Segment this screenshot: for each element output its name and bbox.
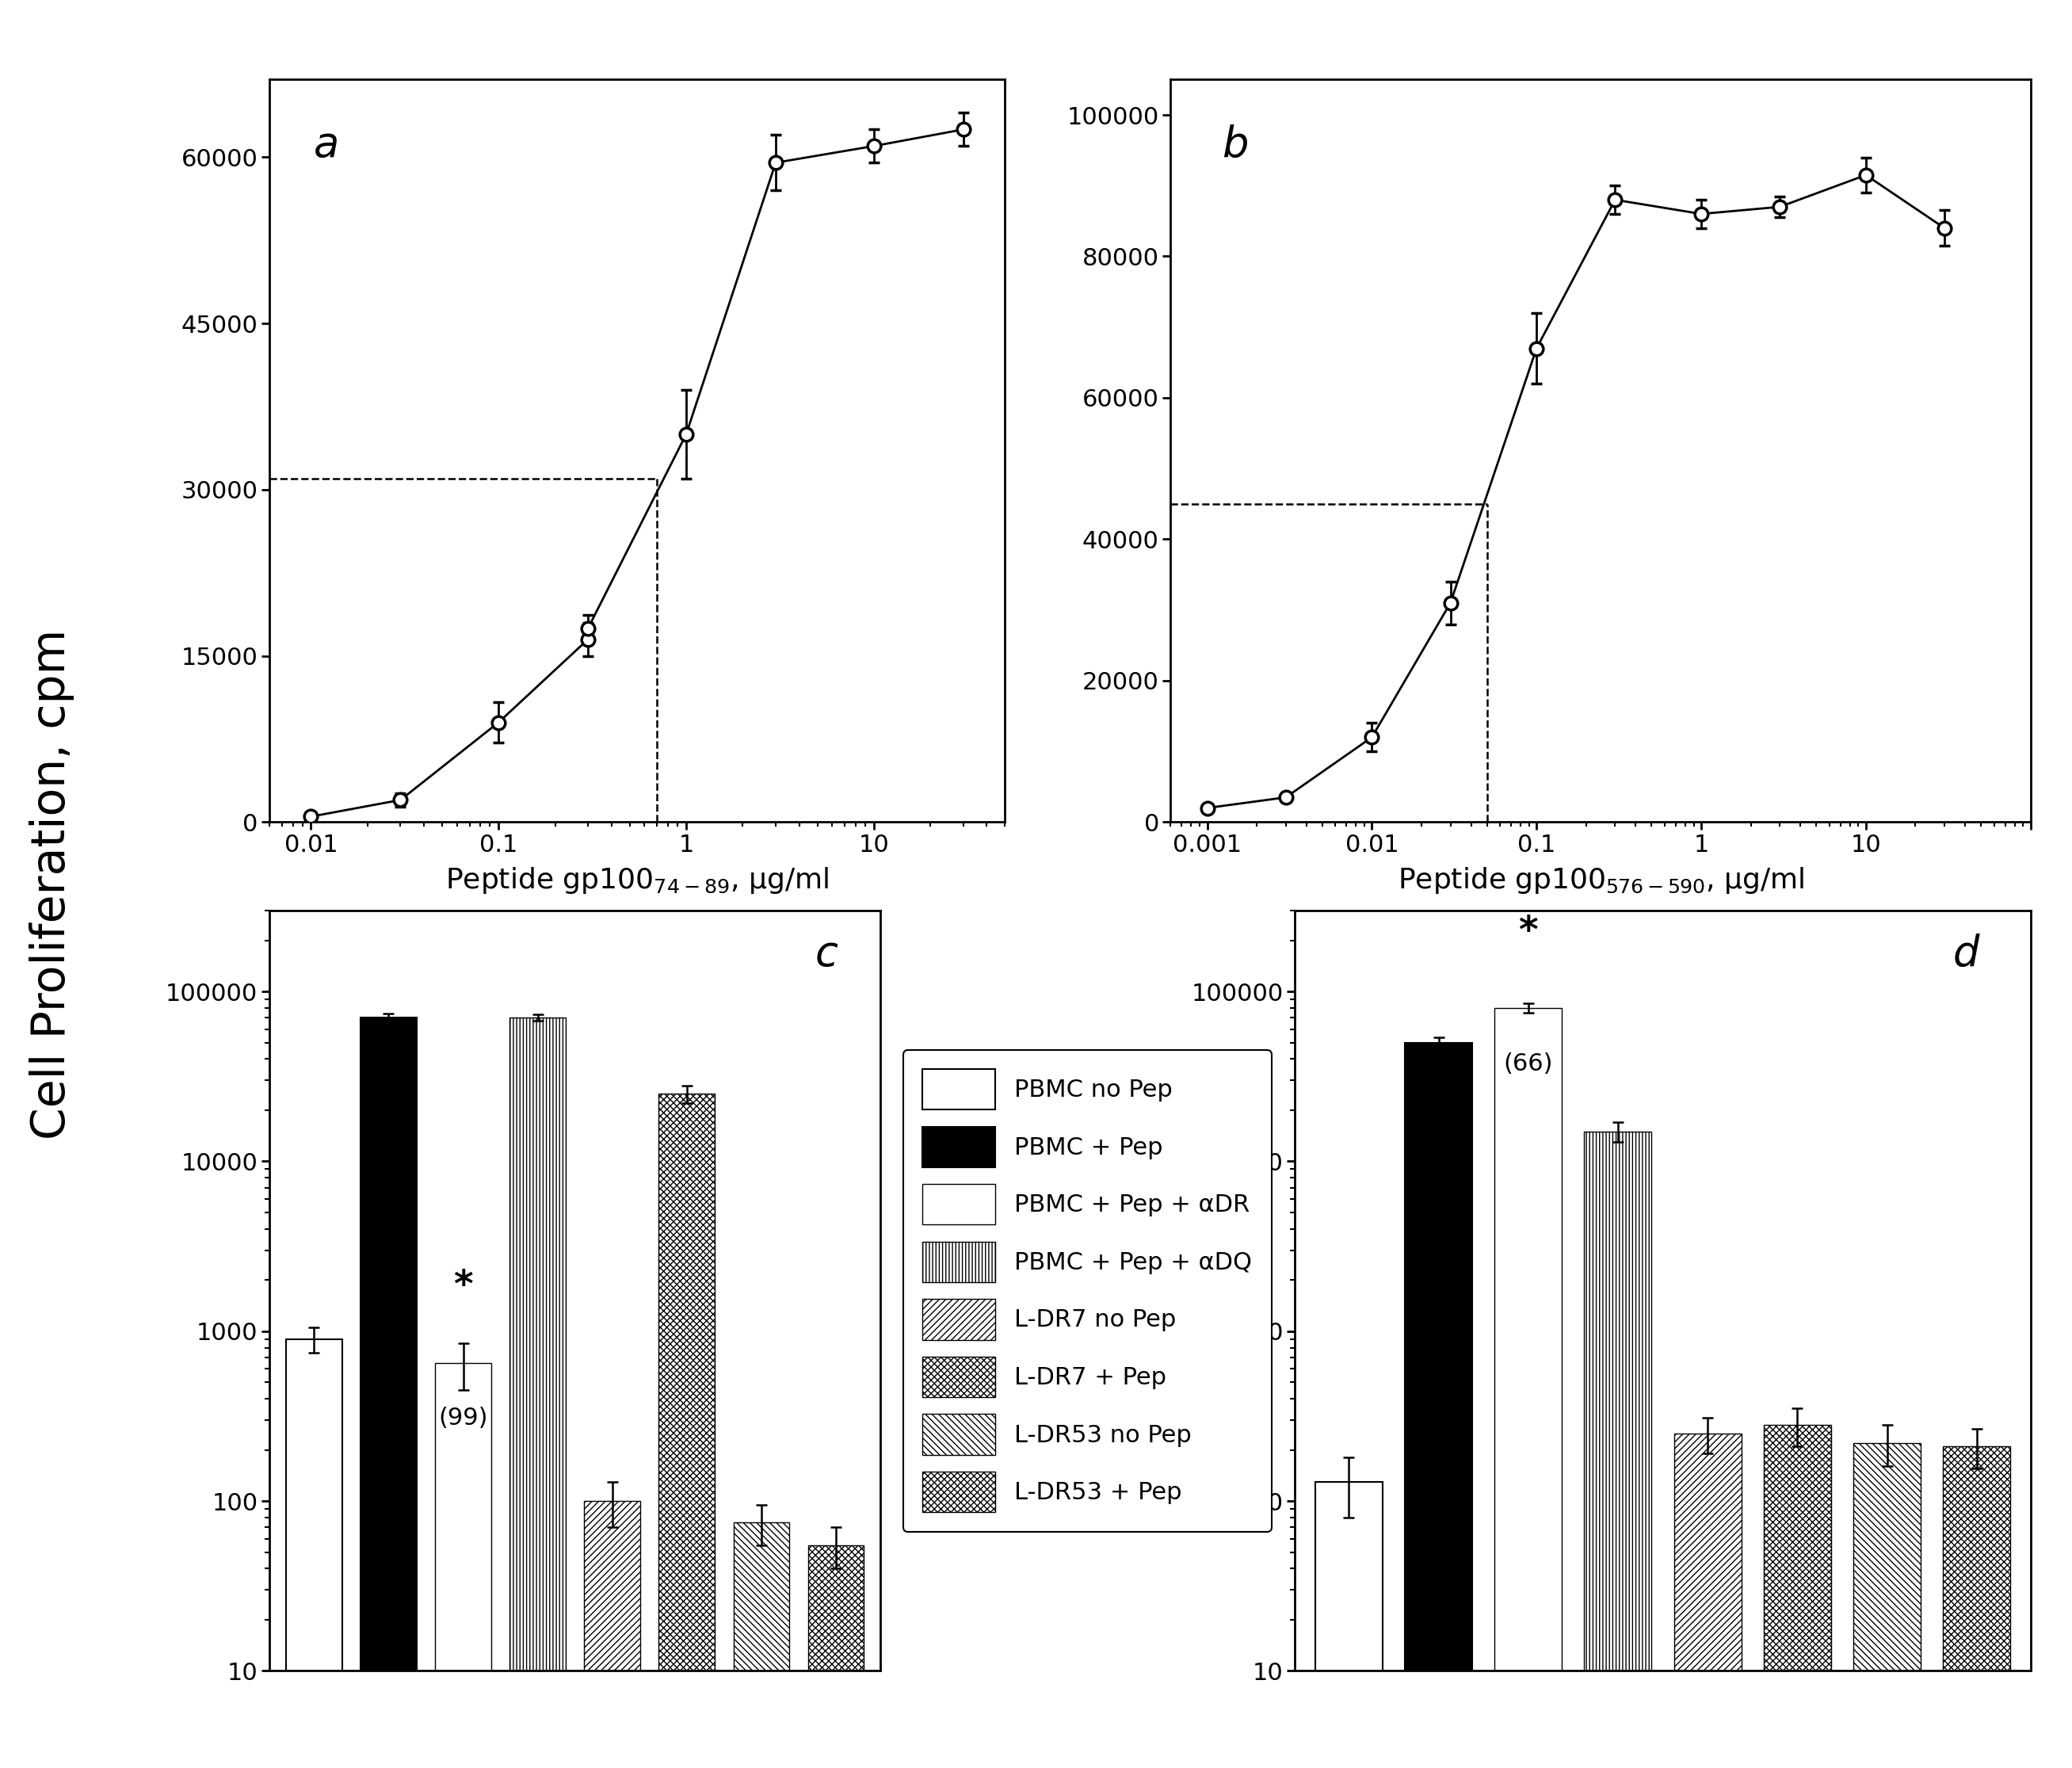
Bar — [1405, 1043, 1473, 1768]
X-axis label: Peptide gp100$_{74-89}$, μg/ml: Peptide gp100$_{74-89}$, μg/ml — [445, 866, 829, 896]
Text: d: d — [1952, 934, 1979, 974]
Text: (66): (66) — [1504, 1052, 1554, 1075]
Text: c: c — [814, 934, 837, 974]
Text: b: b — [1222, 124, 1249, 166]
Bar — [659, 1094, 715, 1768]
Text: (99): (99) — [439, 1407, 487, 1430]
Bar — [1585, 1132, 1651, 1768]
Bar — [584, 1501, 640, 1768]
Bar — [1944, 1446, 2010, 1768]
Text: *: * — [1519, 914, 1537, 949]
Bar — [1852, 1443, 1921, 1768]
Legend: PBMC no Pep, PBMC + Pep, PBMC + Pep + αDR, PBMC + Pep + αDQ, L-DR7 no Pep, L-DR7: PBMC no Pep, PBMC + Pep, PBMC + Pep + αD… — [903, 1050, 1272, 1531]
Bar — [1674, 1434, 1740, 1768]
Bar — [286, 1338, 342, 1768]
Text: *: * — [454, 1269, 472, 1305]
X-axis label: Peptide gp100$_{576-590}$, μg/ml: Peptide gp100$_{576-590}$, μg/ml — [1397, 866, 1805, 896]
Bar — [1763, 1425, 1832, 1768]
Bar — [1316, 1482, 1382, 1768]
Text: a: a — [313, 124, 340, 166]
Bar — [733, 1522, 789, 1768]
Bar — [808, 1545, 864, 1768]
Bar — [361, 1018, 416, 1768]
Bar — [435, 1363, 491, 1768]
Bar — [1494, 1008, 1562, 1768]
Text: Cell Proliferation, cpm: Cell Proliferation, cpm — [29, 629, 75, 1139]
Bar — [510, 1018, 566, 1768]
